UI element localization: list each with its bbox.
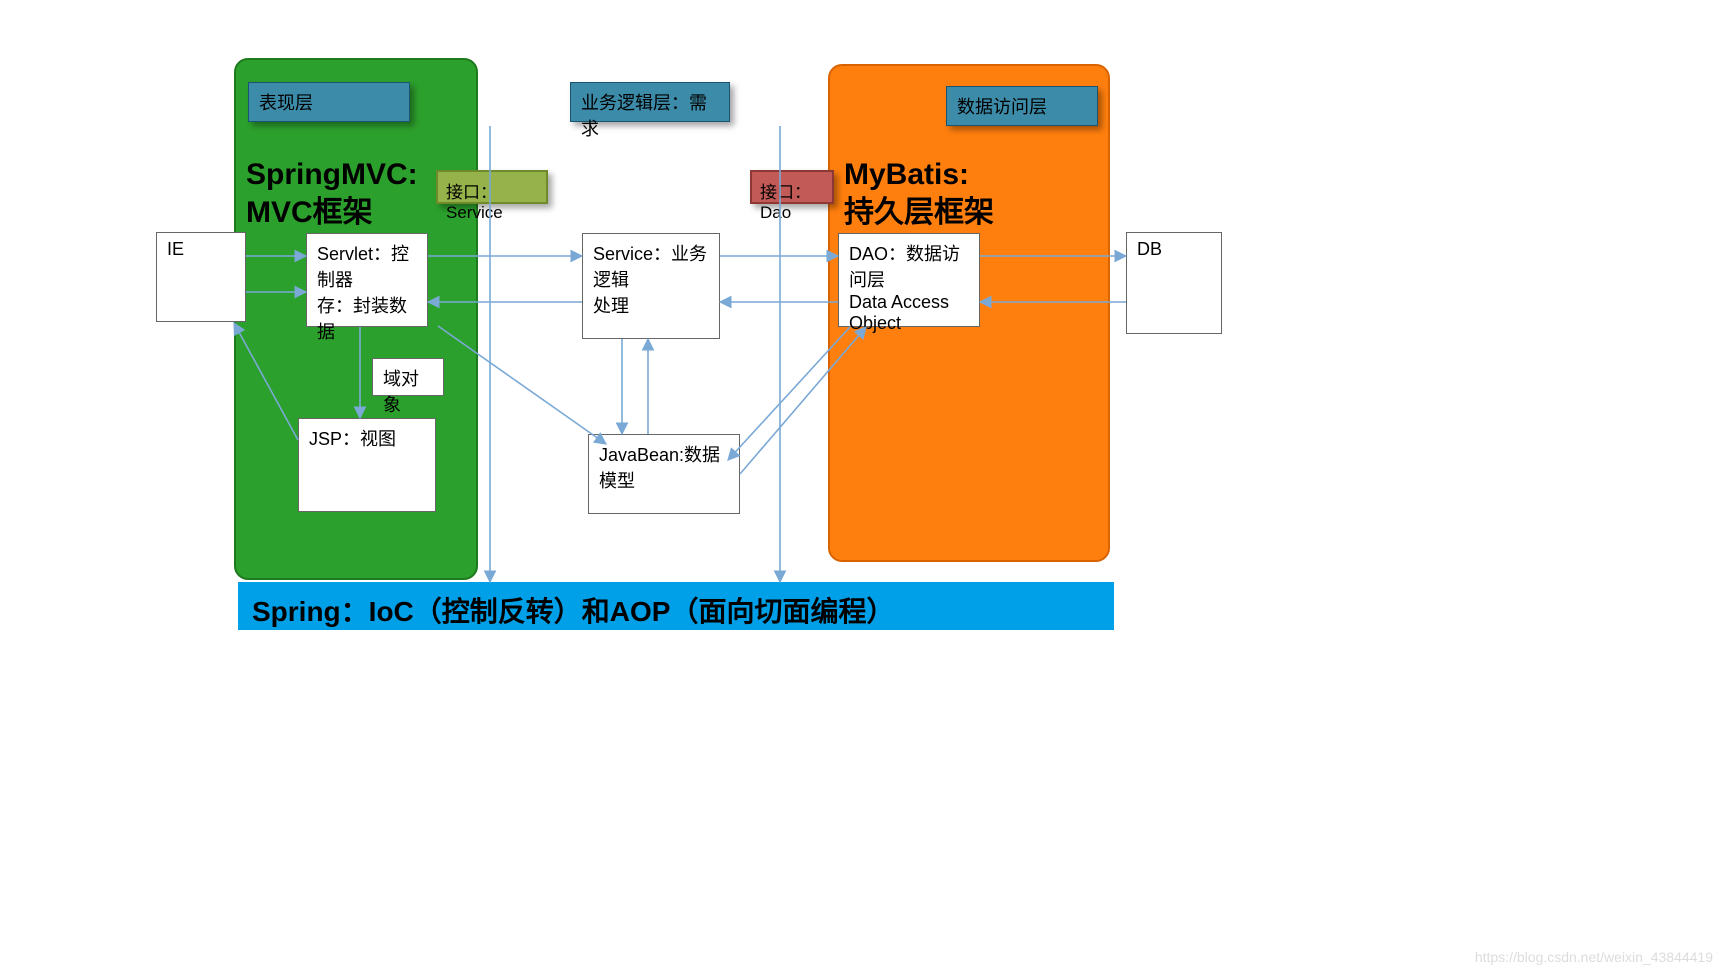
interface-service-box: 接口：Service: [436, 170, 548, 204]
db-node-text: DB: [1137, 239, 1162, 259]
spring-bar: Spring：IoC（控制反转）和AOP（面向切面编程）: [238, 582, 1114, 630]
presentation-layer-label: 表现层: [248, 82, 410, 122]
ie-node: IE: [156, 232, 246, 322]
mybatis-heading-line2: 持久层框架: [844, 196, 994, 229]
watermark-text: https://blog.csdn.net/weixin_43844419: [1475, 949, 1713, 965]
servlet-node: Servlet：控制器 存：封装数据: [306, 233, 428, 327]
dao-node-line2: Data Access Object: [849, 292, 949, 333]
springmvc-heading-line1: SpringMVC:: [246, 158, 418, 191]
jsp-node-text: JSP：视图: [309, 429, 396, 449]
business-logic-layer-label: 业务逻辑层：需求: [570, 82, 730, 122]
interface-service-text: 接口：Service: [446, 183, 503, 222]
presentation-layer-text: 表现层: [259, 93, 313, 113]
service-node: Service：业务逻辑 处理: [582, 233, 720, 339]
springmvc-heading: SpringMVC: MVC框架: [246, 156, 418, 231]
data-access-layer-label: 数据访问层: [946, 86, 1098, 126]
data-access-layer-text: 数据访问层: [957, 97, 1047, 117]
service-node-line2: 处理: [593, 296, 629, 316]
dao-node: DAO：数据访问层 Data Access Object: [838, 233, 980, 327]
interface-dao-box: 接口：Dao: [750, 170, 834, 204]
db-node: DB: [1126, 232, 1222, 334]
domain-node: 域对象: [372, 358, 444, 396]
ie-node-text: IE: [167, 239, 184, 259]
dao-node-line1: DAO：数据访问层: [849, 244, 960, 290]
mybatis-heading: MyBatis: 持久层框架: [844, 156, 994, 231]
mybatis-heading-line1: MyBatis:: [844, 158, 969, 191]
javabean-node: JavaBean:数据模型: [588, 434, 740, 514]
jsp-node: JSP：视图: [298, 418, 436, 512]
business-logic-layer-text: 业务逻辑层：需求: [581, 93, 707, 139]
javabean-node-text: JavaBean:数据模型: [599, 445, 720, 491]
interface-dao-text: 接口：Dao: [760, 183, 811, 222]
servlet-node-line1: Servlet：控制器: [317, 244, 409, 290]
service-node-line1: Service：业务逻辑: [593, 244, 707, 290]
springmvc-heading-line2: MVC框架: [246, 196, 373, 229]
spring-bar-text: Spring：IoC（控制反转）和AOP（面向切面编程）: [252, 596, 894, 627]
